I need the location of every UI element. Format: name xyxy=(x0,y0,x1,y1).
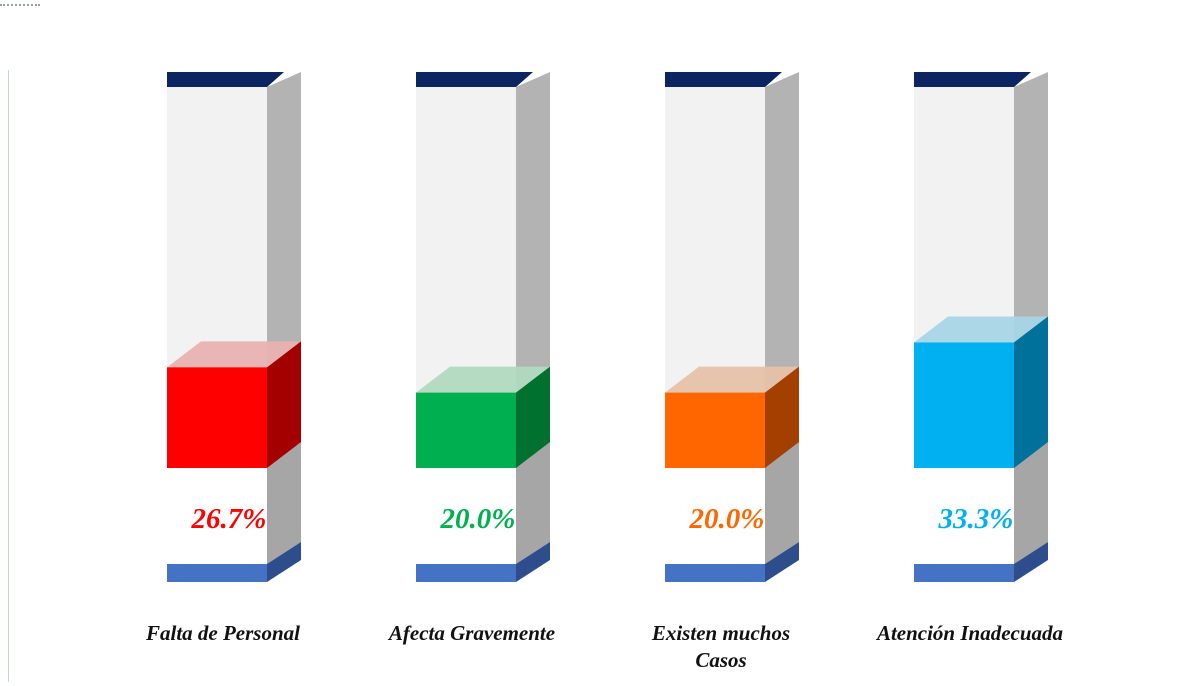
bar-side-face xyxy=(516,366,550,468)
bar-side-face xyxy=(1014,316,1048,468)
category-label: Atención Inadecuada xyxy=(875,621,1063,645)
category-label: Afecta Gravemente xyxy=(387,621,555,645)
top-cap xyxy=(914,72,1014,87)
bottom-cap xyxy=(167,564,267,582)
value-label: 26.7% xyxy=(191,503,267,535)
bottom-cap xyxy=(665,564,765,582)
top-cap xyxy=(665,72,765,87)
bottom-cap xyxy=(416,564,516,582)
cylinder-side-lower xyxy=(267,442,301,564)
left-border-line xyxy=(8,70,9,682)
bar-side-face xyxy=(765,366,799,468)
top-cap-side xyxy=(1014,72,1031,87)
top-cap-side xyxy=(267,72,284,87)
bar-top-face xyxy=(416,366,550,393)
bottom-cap-side xyxy=(267,542,301,582)
top-cap-side xyxy=(516,72,533,87)
cylinder-lower-area xyxy=(416,468,516,564)
bar-top-face xyxy=(665,366,799,393)
bar xyxy=(914,342,1014,468)
bar-side-face xyxy=(267,341,301,468)
bar xyxy=(167,367,267,468)
bar xyxy=(416,392,516,468)
cylinder-side-lower xyxy=(765,442,799,564)
bar-top-face xyxy=(167,341,301,368)
bottom-cap-side xyxy=(765,542,799,582)
corner-decoration xyxy=(0,0,40,6)
top-cap-side xyxy=(765,72,782,87)
bar-top-face xyxy=(914,316,1048,343)
category-label: Casos xyxy=(695,648,746,672)
cylinder-side-lower xyxy=(516,442,550,564)
value-label: 33.3% xyxy=(938,503,1014,535)
cylinder-lower-area xyxy=(665,468,765,564)
category-label: Falta de Personal xyxy=(145,621,300,645)
bottom-cap-side xyxy=(516,542,550,582)
top-cap xyxy=(167,72,267,87)
value-label: 20.0% xyxy=(440,503,516,535)
bottom-cap xyxy=(914,564,1014,582)
cylinder-side-lower xyxy=(1014,442,1048,564)
category-label: Existen muchos xyxy=(651,621,790,645)
bottom-cap-side xyxy=(1014,542,1048,582)
top-cap xyxy=(416,72,516,87)
value-label: 20.0% xyxy=(689,503,765,535)
cylinder-lower-area xyxy=(167,468,267,564)
cylinder-lower-area xyxy=(914,468,1014,564)
bar xyxy=(665,392,765,468)
